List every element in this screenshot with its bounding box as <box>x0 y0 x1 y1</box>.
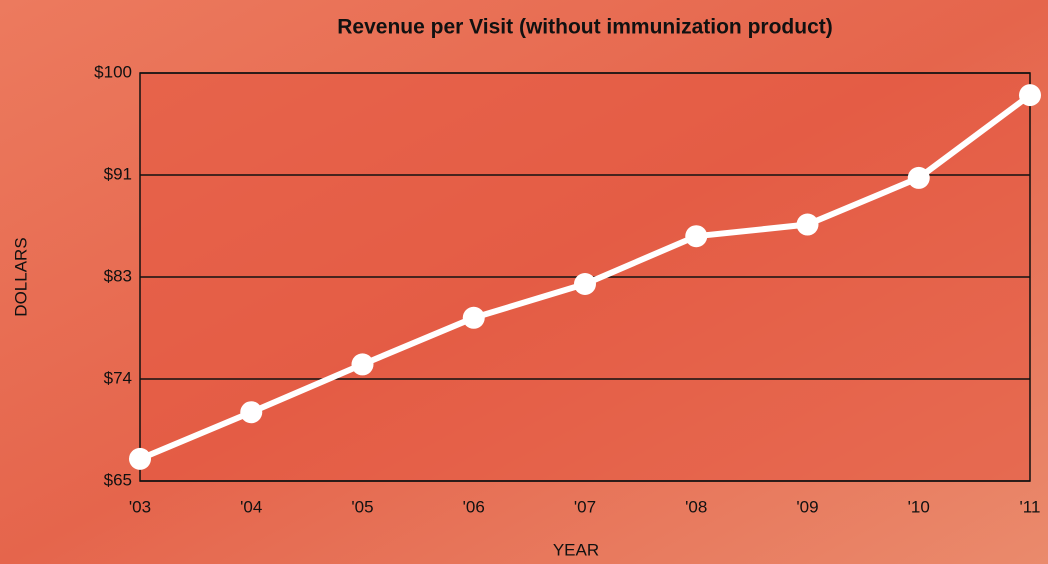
x-tick-label: '08 <box>685 497 707 516</box>
y-tick-label: $83 <box>104 266 132 285</box>
x-tick-label: '04 <box>240 497 262 516</box>
x-axis-label: YEAR <box>553 540 599 559</box>
y-tick-label: $74 <box>104 368 132 387</box>
x-tick-label: '05 <box>351 497 373 516</box>
data-point <box>574 273 596 295</box>
x-tick-label: '10 <box>908 497 930 516</box>
data-point <box>797 214 819 236</box>
page: Revenue per Visit (without immunization … <box>0 0 1048 564</box>
x-tick-label: '09 <box>796 497 818 516</box>
x-tick-label: '03 <box>129 497 151 516</box>
x-tick-label: '07 <box>574 497 596 516</box>
data-point <box>463 307 485 329</box>
data-point <box>352 353 374 375</box>
data-point <box>685 225 707 247</box>
chart-title: Revenue per Visit (without immunization … <box>337 16 832 39</box>
y-tick-label: $65 <box>104 470 132 489</box>
data-point <box>908 167 930 189</box>
data-point <box>240 401 262 423</box>
x-tick-label: '11 <box>1020 497 1041 516</box>
data-point <box>1019 84 1041 106</box>
y-axis-label: DOLLARS <box>11 237 30 316</box>
y-tick-label: $100 <box>94 62 132 81</box>
x-tick-label: '06 <box>463 497 485 516</box>
data-point <box>129 448 151 470</box>
y-tick-label: $91 <box>104 164 132 183</box>
chart: Revenue per Visit (without immunization … <box>0 0 1048 564</box>
